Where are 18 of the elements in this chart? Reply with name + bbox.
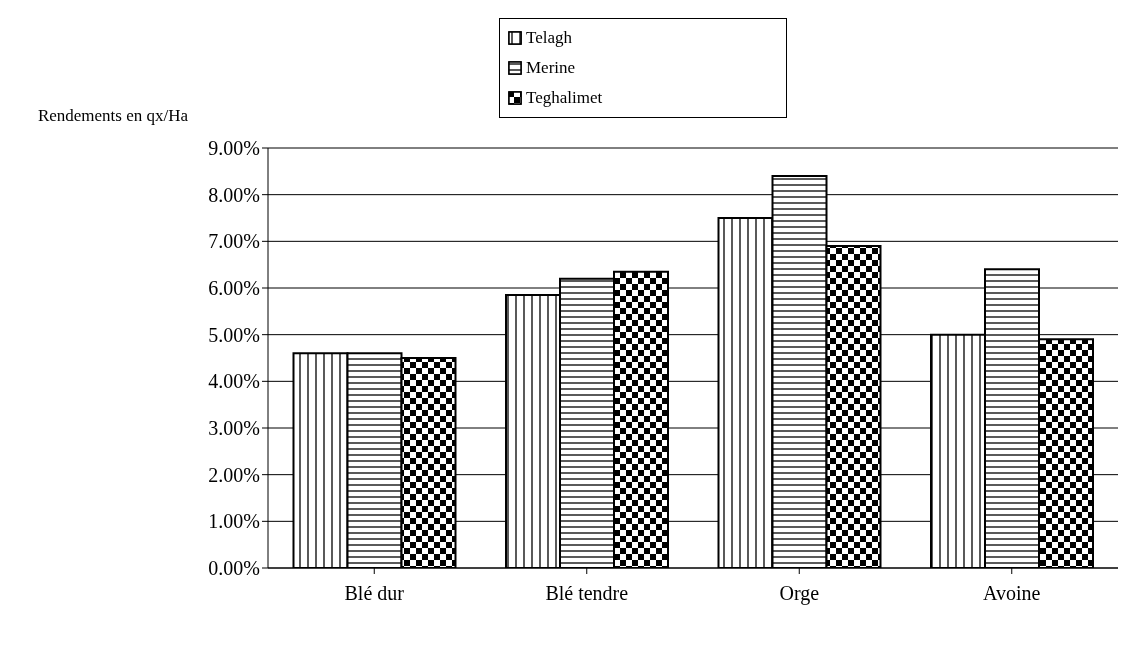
y-tick-label: 4.00% <box>208 370 260 393</box>
x-tick-label: Blé dur <box>344 582 405 605</box>
legend-label: Merine <box>526 58 576 78</box>
y-axis-title: Rendements en qx/Ha <box>36 106 190 126</box>
y-tick-label: 0.00% <box>208 557 260 580</box>
y-tick-label: 6.00% <box>208 277 260 300</box>
y-tick-label: 8.00% <box>208 183 260 206</box>
y-tick-label: 2.00% <box>208 463 260 486</box>
x-tick-label: Blé tendre <box>545 582 629 605</box>
legend-label: Telagh <box>526 28 573 48</box>
y-tick-label: 9.00% <box>208 137 260 160</box>
y-tick-label: 3.00% <box>208 417 260 440</box>
x-tick-label: Orge <box>779 582 820 606</box>
y-tick-label: 5.00% <box>208 323 260 346</box>
legend-label: Teghalimet <box>526 88 603 108</box>
x-tick-label: Avoine <box>983 582 1041 605</box>
y-tick-label: 7.00% <box>208 230 260 253</box>
y-tick-label: 1.00% <box>208 510 260 533</box>
